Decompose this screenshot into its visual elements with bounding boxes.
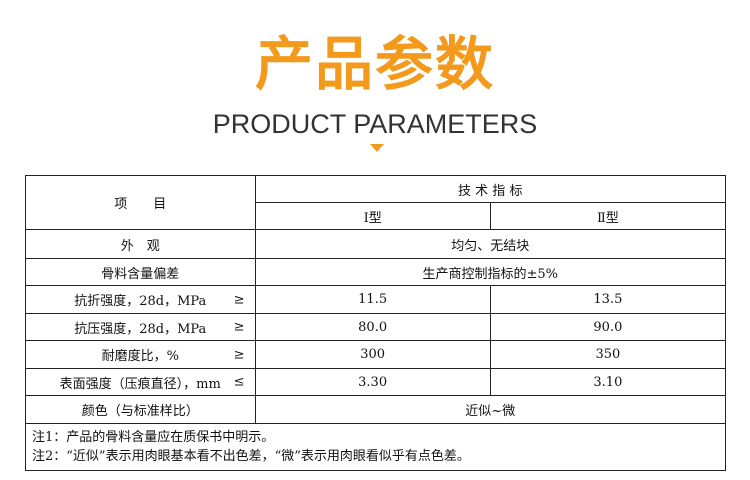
parameters-table: 项 目 技 术 指 标 Ⅰ型 Ⅱ型 外 观 均匀、无结块 骨料含量偏差 生产商控… xyxy=(25,175,727,471)
type-header-row: Ⅰ型 Ⅱ型 xyxy=(26,202,727,230)
type-2-value: 3.10 xyxy=(489,368,727,396)
notes-cell: 注1：产品的骨料含量应在质保书中明示。 注2：“近似”表示用肉眼基本看不出色差，… xyxy=(25,423,726,471)
comparison-symbol: ≥ xyxy=(233,347,245,362)
row-value: 近似~微 xyxy=(254,395,727,424)
row-value: 均匀、无结块 xyxy=(254,229,727,259)
comparison-symbol: ≥ xyxy=(233,319,245,335)
table-row: 外 观 均匀、无结块 xyxy=(25,229,727,259)
type-2-header: Ⅱ型 xyxy=(489,202,727,230)
row-label-text: 外 观 xyxy=(120,238,160,254)
row-label-text: 表面强度（压痕直径），mm xyxy=(59,376,221,392)
type-1-header: Ⅰ型 xyxy=(254,202,491,230)
comparison-symbol: ≥ xyxy=(233,292,245,307)
spec-header: 技 术 指 标 xyxy=(254,175,727,203)
type-1-value: 300 xyxy=(254,340,491,369)
type-1-value: 80.0 xyxy=(254,313,491,341)
type-1-value: 11.5 xyxy=(254,285,491,314)
row-label: 外 观 xyxy=(25,229,256,259)
comparison-symbol: ≤ xyxy=(233,374,245,390)
row-label: 颜色（与标准样比） xyxy=(25,395,256,424)
row-label-text: 骨料含量偏差 xyxy=(101,266,180,282)
page-title: 产品参数 xyxy=(254,30,495,98)
table-row: 表面强度（压痕直径），mm ≤ 3.30 3.10 xyxy=(25,368,727,396)
row-label: 骨料含量偏差 xyxy=(25,258,256,286)
table-row: 抗折强度，28d，MPa ≥ 11.5 13.5 xyxy=(25,285,727,314)
row-label: 抗压强度，28d，MPa ≥ xyxy=(25,313,256,341)
row-label: 表面强度（压痕直径），mm ≤ xyxy=(25,368,256,396)
row-label-text: 颜色（与标准样比） xyxy=(81,404,199,419)
row-label-text: 耐磨度比，% xyxy=(101,349,179,364)
row-label-text: 抗折强度，28d，MPa xyxy=(74,294,207,309)
page-subtitle: PRODUCT PARAMETERS xyxy=(212,109,538,139)
notes-row: 注1：产品的骨料含量应在质保书中明示。 注2：“近似”表示用肉眼基本看不出色差，… xyxy=(25,423,726,471)
item-header: 项 目 xyxy=(25,175,256,230)
type-2-value: 90.0 xyxy=(489,313,727,341)
note-1: 注1：产品的骨料含量应在质保书中明示。 xyxy=(32,430,275,445)
table-row: 颜色（与标准样比） 近似~微 xyxy=(25,395,727,424)
table-row: 骨料含量偏差 生产商控制指标的±5% xyxy=(25,258,727,286)
table-row: 抗压强度，28d，MPa ≥ 80.0 90.0 xyxy=(25,313,727,341)
row-label-text: 抗压强度，28d，MPa xyxy=(74,321,207,337)
table-header-row: 项 目 技 术 指 标 xyxy=(25,175,727,230)
type-2-value: 13.5 xyxy=(489,285,727,314)
table-row: 耐磨度比，% ≥ 300 350 xyxy=(25,340,727,369)
type-2-value: 350 xyxy=(489,340,727,369)
triangle-down-icon xyxy=(370,144,384,152)
note-2: 注2：“近似”表示用肉眼基本看不出色差，“微”表示用肉眼看似乎有点色差。 xyxy=(32,449,470,464)
row-label: 抗折强度，28d，MPa ≥ xyxy=(25,285,256,314)
type-1-value: 3.30 xyxy=(254,368,491,396)
row-value: 生产商控制指标的±5% xyxy=(254,258,727,286)
row-label: 耐磨度比，% ≥ xyxy=(25,340,256,369)
